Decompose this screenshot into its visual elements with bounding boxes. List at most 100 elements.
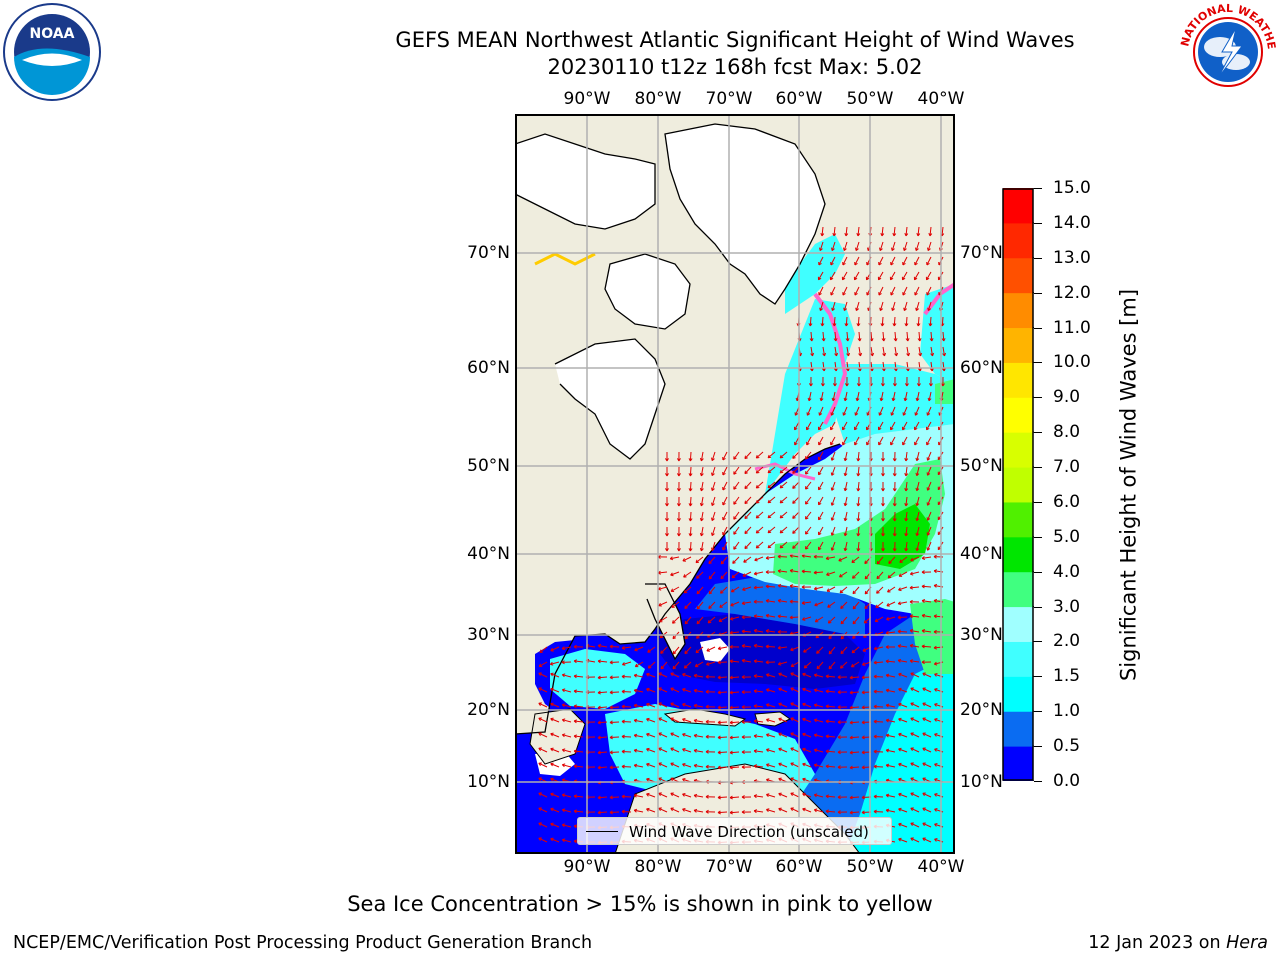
wave-arrow-head xyxy=(910,807,914,811)
wave-arrow-head xyxy=(767,469,772,474)
colorbar-tick-mark xyxy=(1034,188,1042,189)
wave-arrow xyxy=(878,421,884,431)
wave-arrow-head xyxy=(609,720,613,725)
wave-arrow xyxy=(689,466,692,477)
wave-arrow-head xyxy=(792,470,796,474)
wave-arrow-head xyxy=(877,276,882,281)
wave-arrow xyxy=(898,571,908,577)
wave-arrow-head xyxy=(561,703,566,708)
colorbar-cell xyxy=(1003,188,1033,224)
wave-arrow xyxy=(898,793,908,798)
wave-arrow-head xyxy=(856,323,861,327)
wave-arrow-head xyxy=(633,688,638,693)
wave-arrow-head xyxy=(660,665,665,670)
wave-arrow-head xyxy=(926,547,931,551)
lon-label-bottom-90w: 90°W xyxy=(563,857,611,877)
wave-arrow-head xyxy=(550,702,554,707)
wave-arrow-head xyxy=(802,777,806,782)
wave-arrow-head xyxy=(676,533,681,537)
wave-arrow xyxy=(831,241,836,251)
wave-arrow xyxy=(905,316,908,327)
wave-arrow xyxy=(597,766,608,769)
wave-arrow xyxy=(684,616,692,625)
wave-arrow-head xyxy=(777,583,782,588)
wave-arrow xyxy=(902,436,908,446)
wave-arrow-head xyxy=(719,604,723,608)
wave-arrow xyxy=(887,586,896,593)
wave-arrow-head xyxy=(573,704,578,709)
wave-arrow-head xyxy=(809,338,814,342)
wave-arrow-head xyxy=(904,323,909,327)
wave-arrow-head xyxy=(633,748,638,753)
wave-arrow xyxy=(825,690,836,693)
wave-arrow-head xyxy=(910,837,914,841)
wave-arrow-head xyxy=(879,397,884,402)
colorbar-tick-mark xyxy=(1034,571,1042,573)
wave-arrow xyxy=(910,747,920,753)
wave-arrow xyxy=(830,406,836,416)
wave-arrow xyxy=(922,614,932,618)
wave-arrow-head xyxy=(670,807,674,812)
wave-arrow xyxy=(802,555,812,558)
wave-arrow xyxy=(809,316,812,327)
wave-arrow xyxy=(857,316,860,327)
wave-arrow xyxy=(598,660,608,663)
wave-arrow-head xyxy=(597,705,601,710)
wave-arrow xyxy=(814,689,824,693)
wave-arrow xyxy=(854,271,860,281)
wave-arrow-head xyxy=(672,620,676,624)
wave-arrow-head xyxy=(790,687,794,691)
wave-arrow xyxy=(754,571,764,575)
wave-arrow-head xyxy=(870,352,875,357)
wave-arrow-head xyxy=(790,717,794,721)
wave-arrow-head xyxy=(855,247,859,251)
wave-arrow-head xyxy=(753,614,758,619)
greenland xyxy=(665,124,825,304)
wave-arrow-head xyxy=(658,672,662,676)
wave-arrow-head xyxy=(820,383,825,387)
ocean-cyan xyxy=(845,654,955,854)
wave-arrow-head xyxy=(754,557,758,562)
wave-arrow-head xyxy=(830,261,834,266)
wave-arrow xyxy=(915,301,920,311)
wave-arrow-head xyxy=(837,735,841,740)
wave-arrow-head xyxy=(843,397,848,402)
wave-arrow-head xyxy=(729,810,733,815)
wave-arrow xyxy=(754,795,764,798)
wave-arrow-head xyxy=(813,554,817,559)
wave-arrow xyxy=(722,496,728,506)
wave-arrow-head xyxy=(696,590,701,595)
wave-arrow xyxy=(670,687,680,693)
wave-arrow-head xyxy=(729,795,733,800)
wave-arrow xyxy=(767,511,776,519)
wave-arrow-head xyxy=(904,517,909,522)
wave-arrow xyxy=(926,421,932,431)
colorbar-tick-label: 1.5 xyxy=(1053,666,1081,687)
colorbar-cell xyxy=(1003,501,1033,538)
wave-arrow xyxy=(922,807,932,813)
wave-arrow xyxy=(805,481,812,490)
wave-arrow-head xyxy=(609,750,613,755)
wave-arrow xyxy=(597,676,608,679)
wave-arrow-head xyxy=(664,458,669,462)
wave-arrow-head xyxy=(843,502,848,507)
colorbar-cell xyxy=(1003,676,1033,712)
wave-arrow-head xyxy=(688,458,693,462)
wave-arrow xyxy=(831,496,836,506)
wave-arrow-head xyxy=(843,457,848,462)
wave-arrow xyxy=(922,630,932,633)
wave-arrow-head xyxy=(926,472,931,476)
wave-arrow xyxy=(777,615,788,618)
wave-arrow xyxy=(634,704,644,708)
wave-arrow xyxy=(926,256,932,266)
wave-arrow xyxy=(892,391,896,401)
lat-label-right-70n: 70°N xyxy=(960,243,1003,263)
wave-arrow xyxy=(844,541,848,551)
wave-arrow-head xyxy=(904,547,909,552)
wave-arrow-head xyxy=(934,703,938,707)
wave-arrow-head xyxy=(934,793,938,797)
wave-arrow xyxy=(717,736,728,739)
wave-arrow xyxy=(682,688,692,693)
wave-arrow-head xyxy=(916,383,921,387)
wave-arrow xyxy=(684,646,692,654)
